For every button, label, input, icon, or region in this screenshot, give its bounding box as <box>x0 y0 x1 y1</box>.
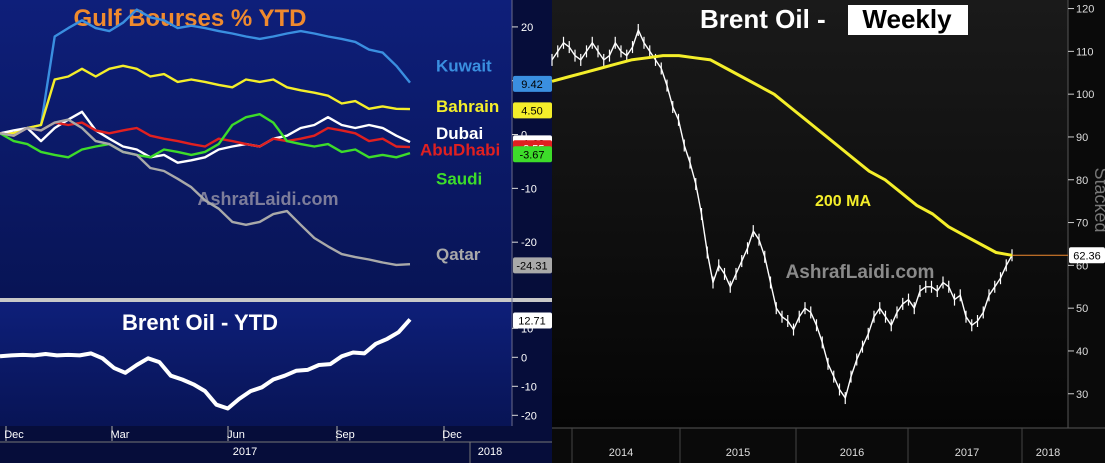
gulf-title: Gulf Bourses % YTD <box>74 5 307 32</box>
weekly-ytick-label: 100 <box>1076 89 1094 101</box>
left-xtick-label: Dec <box>4 429 24 441</box>
brent-ytd-ytick-label: -10 <box>521 381 537 393</box>
series-name-bahrain: Bahrain <box>436 97 499 116</box>
last-value-kuwait: 9.42 <box>521 79 542 91</box>
weekly-ytick-label: 30 <box>1076 389 1088 401</box>
left-xtick-label: Dec <box>442 429 462 441</box>
weekly-ytick-label: 110 <box>1076 46 1094 58</box>
series-line-bahrain <box>0 64 411 135</box>
brent-ytd-ytick-label: -20 <box>521 410 537 422</box>
left-xtick-label: Mar <box>111 429 130 441</box>
series-name-dubai: Dubai <box>436 124 483 143</box>
brent-ytd-line <box>0 318 412 411</box>
weekly-last-box <box>1069 247 1105 264</box>
weekly-ytick-label: 60 <box>1076 260 1088 272</box>
right-year-label: 2017 <box>955 447 979 459</box>
left-xtick-label: Jun <box>227 429 245 441</box>
series-line-abudhabi <box>0 121 411 149</box>
series-line-kuwait <box>0 8 411 135</box>
series-name-kuwait: Kuwait <box>436 57 492 76</box>
chart-marks: 20100-10-20Kuwait9.42Bahrain4.50Dubai-1.… <box>0 4 1105 463</box>
series-name-abudhabi: AbuDhabi <box>420 141 500 160</box>
weekly-price-line <box>551 28 1013 400</box>
panel-divider <box>0 298 552 302</box>
weekly-title-part2: Weekly <box>862 4 952 34</box>
ma-label: 200 MA <box>815 193 871 210</box>
gulf-ytick-label: 20 <box>521 22 533 34</box>
brent-ytd-last-box <box>513 312 552 329</box>
right-year-label: 2015 <box>726 447 750 459</box>
weekly-ytick-label: 120 <box>1076 4 1094 16</box>
last-value-box-kuwait <box>513 75 552 92</box>
last-value-box-bahrain <box>513 102 552 119</box>
right-axis-bg <box>1068 0 1105 463</box>
brent-ytd-last-value: 12.71 <box>518 315 546 327</box>
gulf-ytick-label: -10 <box>521 183 537 195</box>
ma-200-line <box>551 54 1013 257</box>
brent-ytd-plot-bg <box>0 300 512 426</box>
weekly-last-value: 62.36 <box>1073 250 1101 262</box>
right-year-label: 2018 <box>1036 447 1060 459</box>
gulf-plot-bg <box>0 0 512 300</box>
right-year-label: 2016 <box>840 447 864 459</box>
last-value-box-saudi <box>513 146 552 163</box>
brent-ytd-ytick-label: 0 <box>521 352 527 364</box>
weekly-plot-bg <box>552 0 1068 428</box>
weekly-watermark: AshrafLaidi.com <box>786 262 935 283</box>
gulf-ytick-label: -20 <box>521 237 537 249</box>
weekly-ytick-label: 40 <box>1076 346 1088 358</box>
last-value-box-qatar <box>513 257 552 274</box>
left-year-label: 2018 <box>478 446 502 458</box>
weekly-ytick-label: 90 <box>1076 132 1088 144</box>
right-xaxis-bg <box>552 428 1105 463</box>
right-year-label: 2014 <box>609 447 633 459</box>
series-line-qatar <box>0 118 411 267</box>
series-name-qatar: Qatar <box>436 245 481 264</box>
left-xaxis-bg <box>0 426 552 463</box>
series-name-saudi: Saudi <box>436 170 482 189</box>
weekly-ytick-label: 80 <box>1076 175 1088 187</box>
last-value-bahrain: 4.50 <box>521 105 542 117</box>
weekly-ytick-label: 70 <box>1076 218 1088 230</box>
gulf-watermark: AshrafLaidi.com <box>197 189 338 209</box>
side-watermark: Stacked <box>1091 167 1105 232</box>
left-axis-bg <box>512 0 552 463</box>
last-value-saudi: -3.67 <box>519 149 544 161</box>
weekly-title-part1: Brent Oil - <box>700 4 826 34</box>
left-xtick-label: Sep <box>335 429 355 441</box>
series-line-saudi <box>0 112 411 159</box>
weekly-title-highlight <box>848 5 968 35</box>
weekly-ytick-label: 50 <box>1076 303 1088 315</box>
brent-ytd-title: Brent Oil - YTD <box>122 310 278 335</box>
left-year-label: 2017 <box>233 446 257 458</box>
last-value-qatar: -24.31 <box>516 260 547 272</box>
